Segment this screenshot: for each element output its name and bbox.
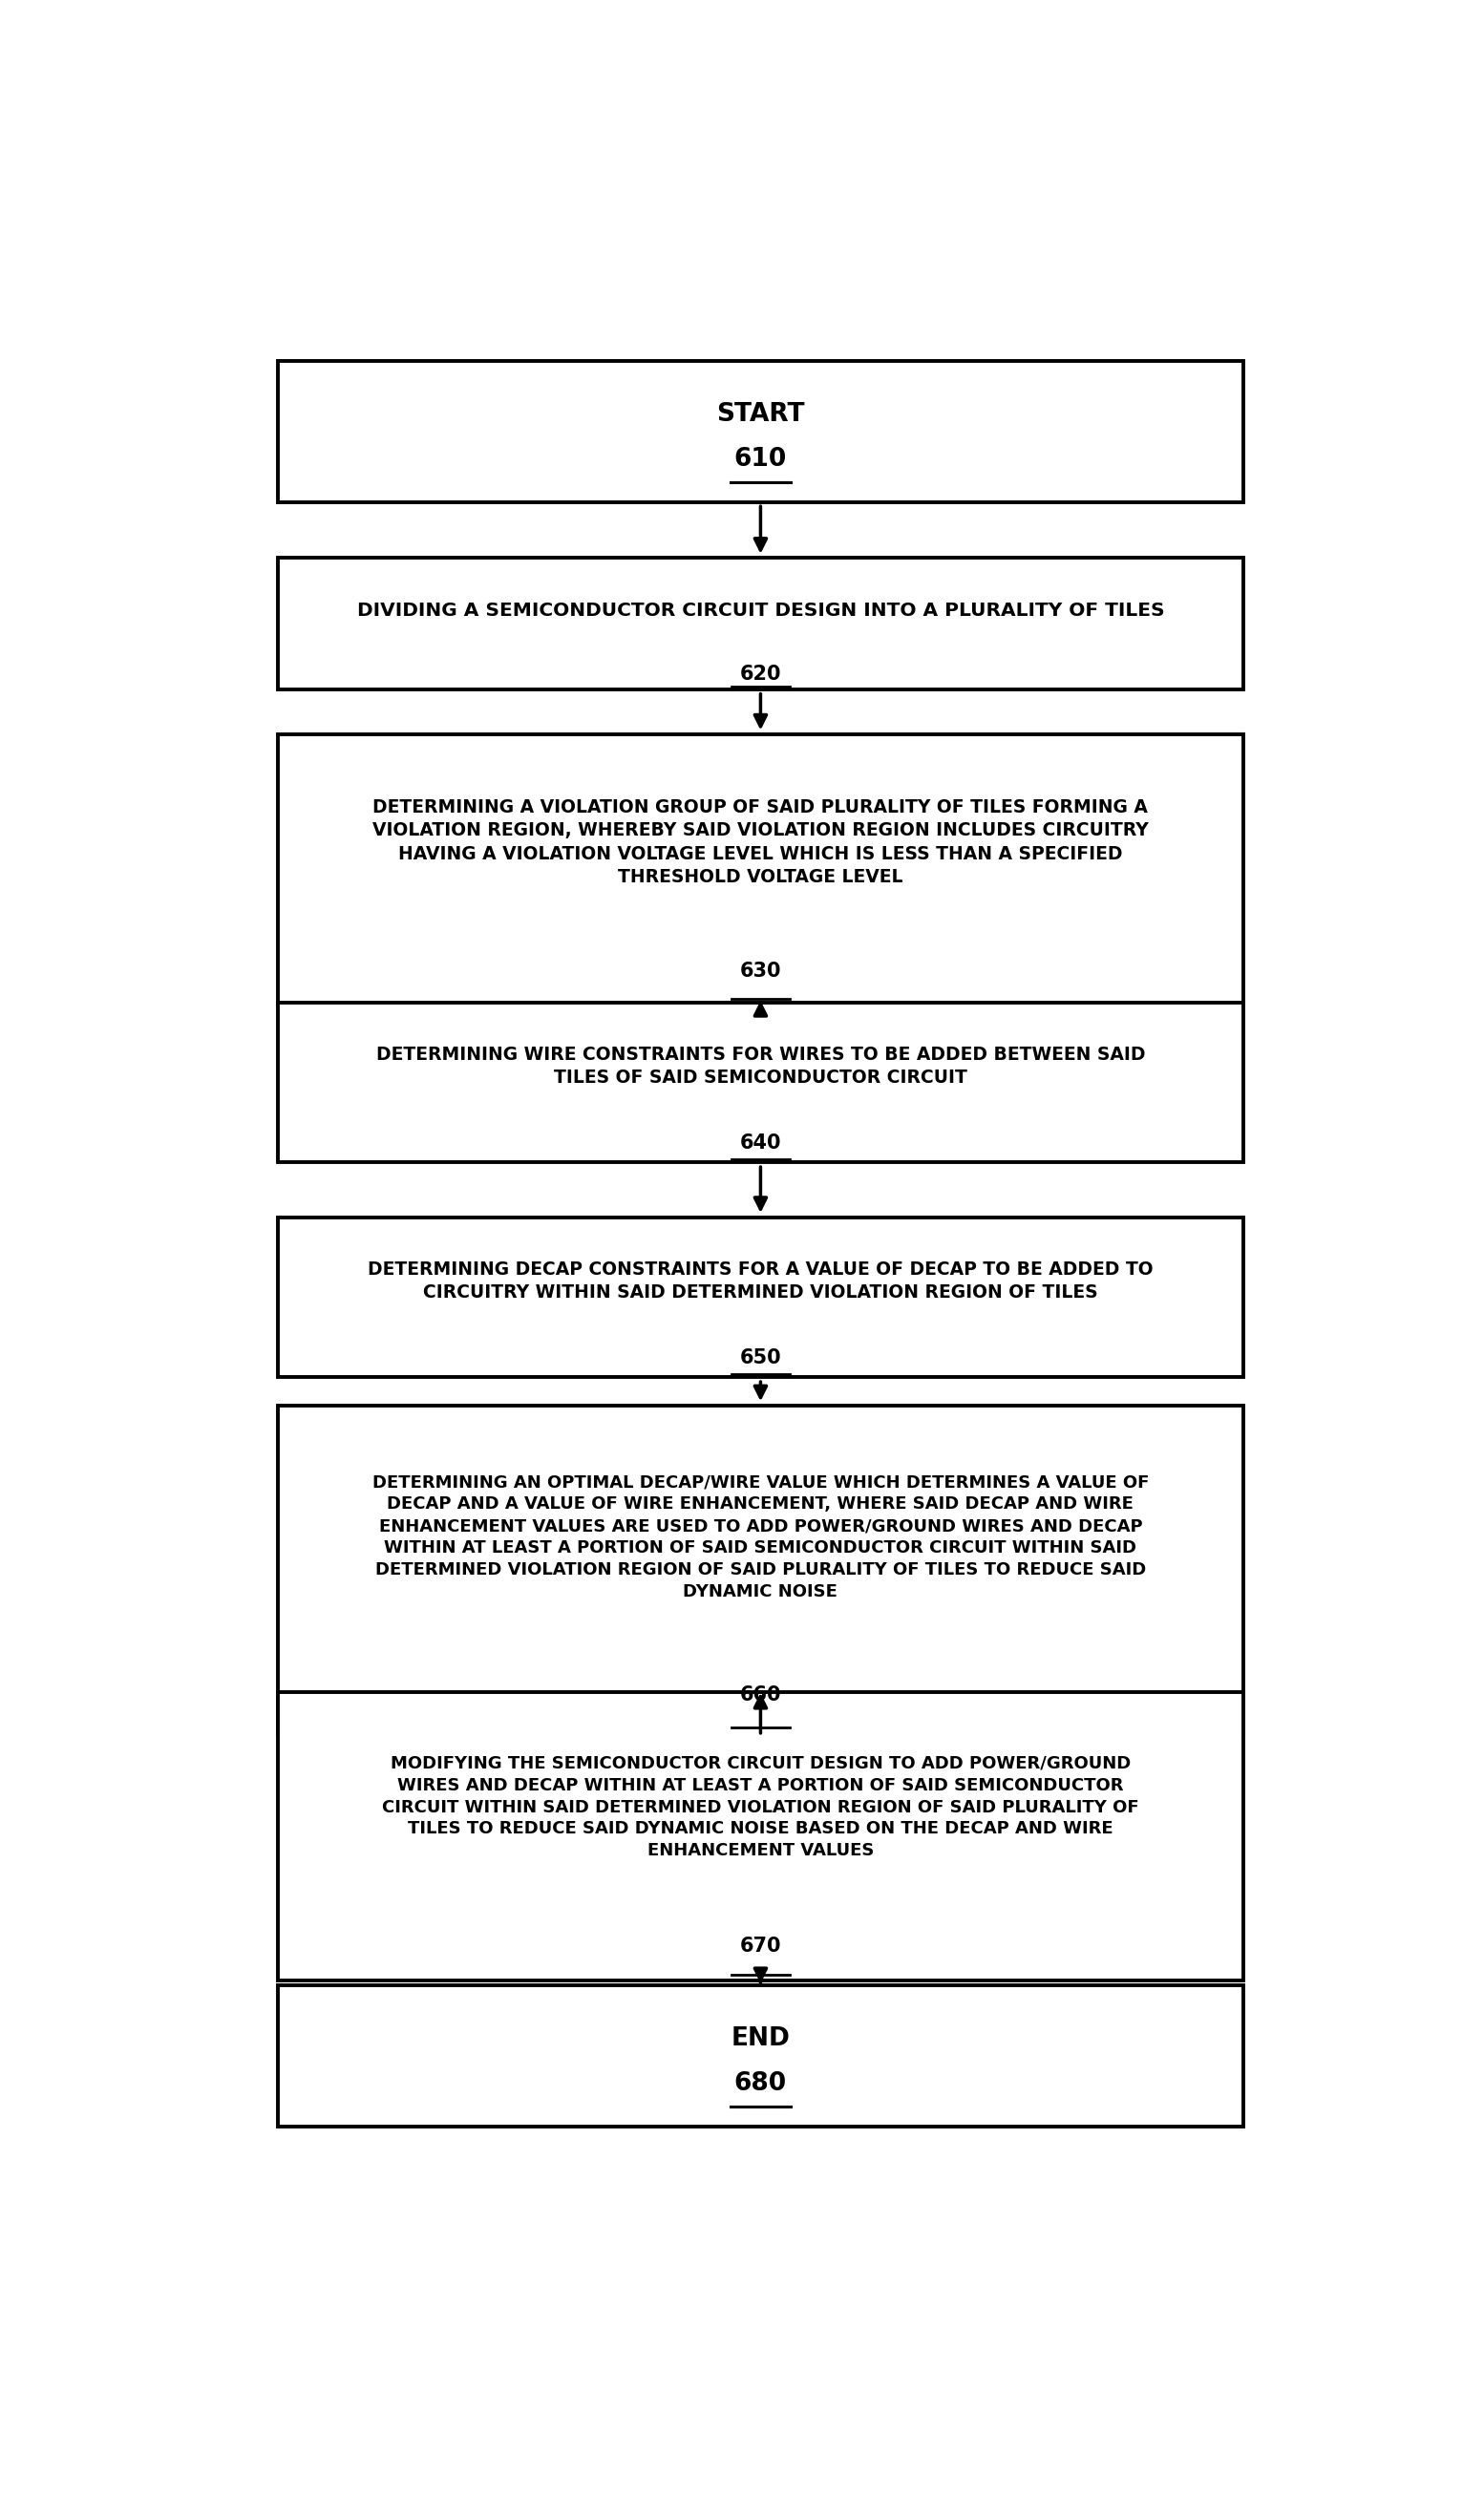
Text: MODIFYING THE SEMICONDUCTOR CIRCUIT DESIGN TO ADD POWER/GROUND
WIRES AND DECAP W: MODIFYING THE SEMICONDUCTOR CIRCUIT DESI…: [381, 1754, 1140, 1859]
Text: 650: 650: [739, 1349, 782, 1367]
Text: DIVIDING A SEMICONDUCTOR CIRCUIT DESIGN INTO A PLURALITY OF TILES: DIVIDING A SEMICONDUCTOR CIRCUIT DESIGN …: [356, 602, 1165, 620]
Text: 640: 640: [741, 1135, 781, 1152]
Bar: [278, 1002, 1244, 1162]
Bar: [278, 360, 1244, 502]
Bar: [278, 735, 1244, 1005]
Bar: [278, 557, 1244, 690]
Text: DETERMINING AN OPTIMAL DECAP/WIRE VALUE WHICH DETERMINES A VALUE OF
DECAP AND A : DETERMINING AN OPTIMAL DECAP/WIRE VALUE …: [372, 1474, 1149, 1599]
Text: 620: 620: [741, 665, 781, 682]
Text: 660: 660: [741, 1684, 781, 1704]
Text: 670: 670: [741, 1937, 781, 1954]
Bar: [278, 1984, 1244, 2127]
Text: 630: 630: [741, 962, 781, 982]
Text: DETERMINING WIRE CONSTRAINTS FOR WIRES TO BE ADDED BETWEEN SAID
TILES OF SAID SE: DETERMINING WIRE CONSTRAINTS FOR WIRES T…: [375, 1045, 1146, 1087]
Text: START: START: [717, 402, 804, 427]
Text: 680: 680: [735, 2072, 787, 2097]
Text: DETERMINING A VIOLATION GROUP OF SAID PLURALITY OF TILES FORMING A
VIOLATION REG: DETERMINING A VIOLATION GROUP OF SAID PL…: [372, 797, 1149, 887]
Text: DETERMINING DECAP CONSTRAINTS FOR A VALUE OF DECAP TO BE ADDED TO
CIRCUITRY WITH: DETERMINING DECAP CONSTRAINTS FOR A VALU…: [368, 1259, 1153, 1302]
Bar: [278, 1217, 1244, 1377]
Text: 610: 610: [735, 447, 787, 472]
Bar: [278, 1692, 1244, 1979]
Text: END: END: [732, 2027, 789, 2052]
Bar: [278, 1404, 1244, 1734]
